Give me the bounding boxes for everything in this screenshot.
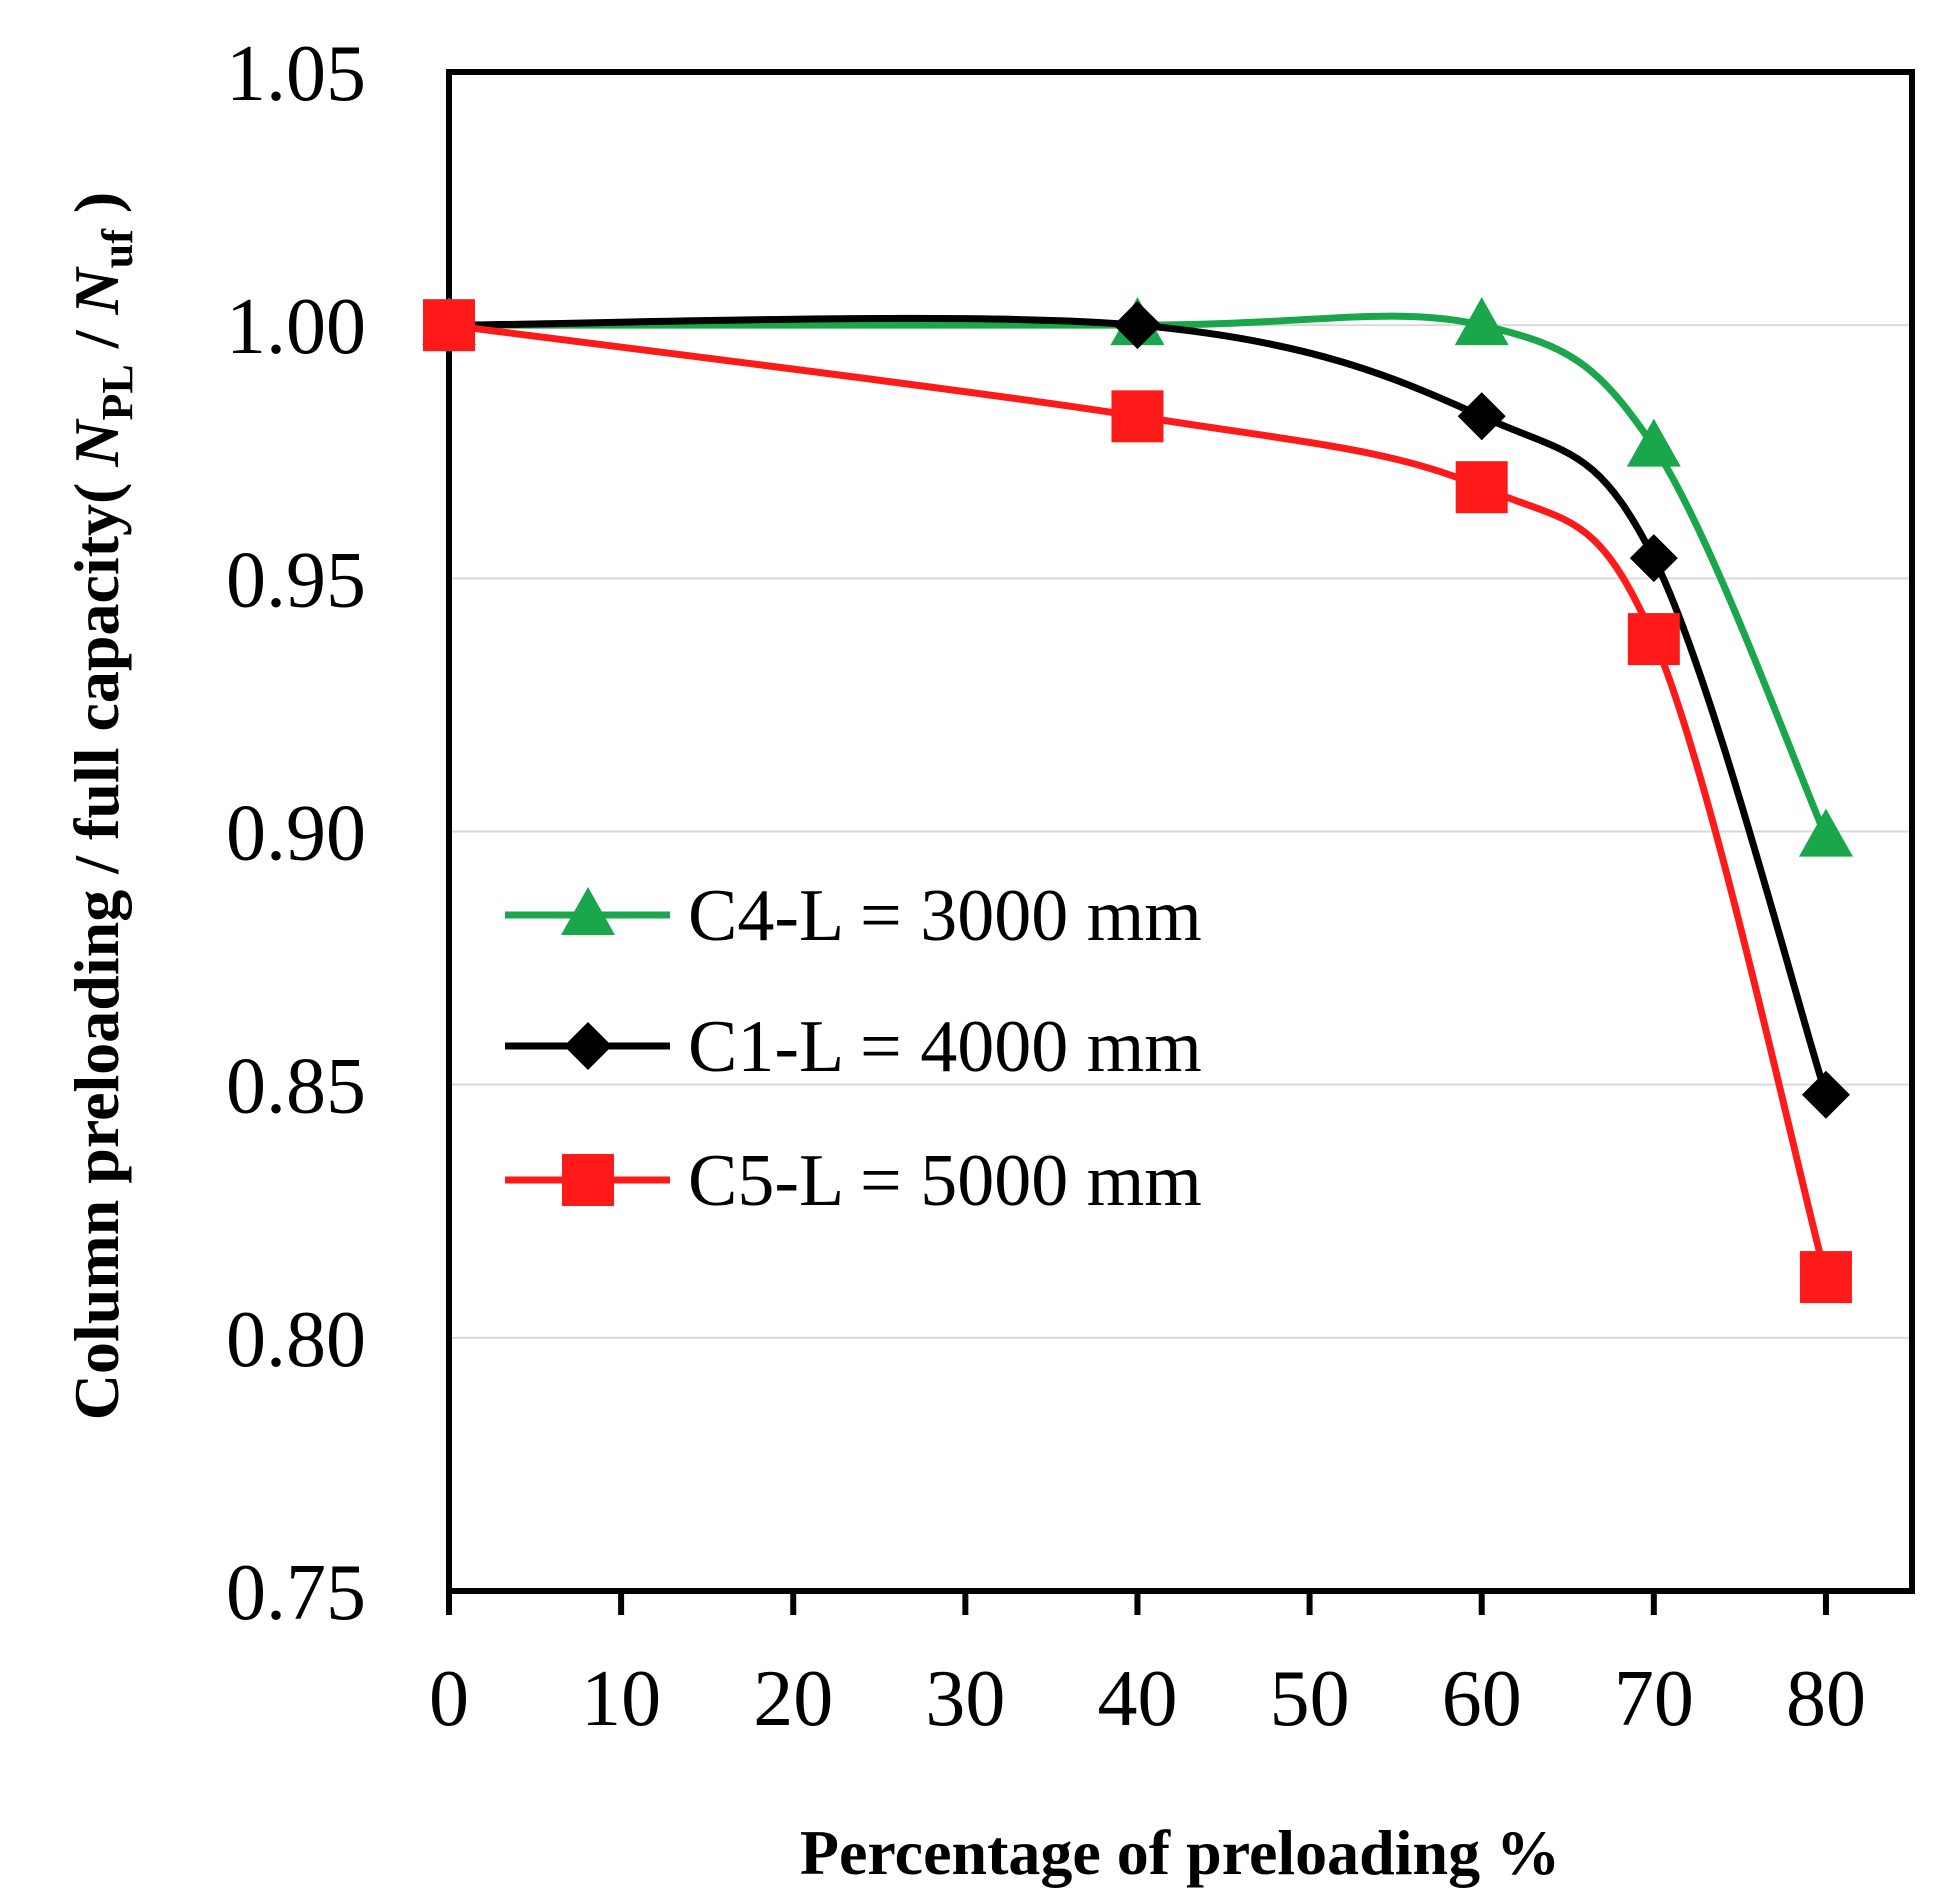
y-tick-label: 0.80 bbox=[226, 1296, 366, 1384]
data-point-square bbox=[1799, 1251, 1852, 1304]
y-axis-title: Column preloading / full capacity( NPL /… bbox=[61, 192, 142, 1420]
series-line bbox=[448, 321, 1830, 1278]
series-markers bbox=[422, 297, 1853, 1304]
x-tick-label: 10 bbox=[581, 1655, 661, 1743]
data-point-diamond bbox=[1457, 392, 1506, 441]
x-tick-label: 60 bbox=[1442, 1655, 1522, 1743]
y-tick-label: 0.95 bbox=[226, 536, 366, 624]
x-tick-label: 70 bbox=[1614, 1655, 1694, 1743]
data-point-square bbox=[1627, 613, 1680, 666]
legend-label: C1-L = 4000 mm bbox=[688, 1006, 1202, 1088]
series-line bbox=[448, 314, 1830, 1096]
legend-label: C4-L = 3000 mm bbox=[688, 875, 1202, 957]
x-tick-label: 30 bbox=[925, 1655, 1005, 1743]
legend-label: C5-L = 5000 mm bbox=[688, 1140, 1202, 1222]
x-tick-label: 50 bbox=[1270, 1655, 1350, 1743]
y-tick-label: 0.85 bbox=[226, 1043, 366, 1131]
data-point-square bbox=[1111, 390, 1164, 443]
x-axis-title: Percentage of preloading % bbox=[800, 1817, 1560, 1888]
data-point-square bbox=[1455, 461, 1508, 514]
legend-marker-triangle bbox=[561, 887, 615, 935]
x-tick-label: 40 bbox=[1097, 1655, 1177, 1743]
legend: C4-L = 3000 mm C1-L = 4000 mm C5-L = 5000 … bbox=[505, 875, 1202, 1222]
x-tick-label: 0 bbox=[429, 1655, 469, 1743]
data-point-diamond bbox=[1801, 1070, 1850, 1119]
series-line bbox=[448, 312, 1830, 838]
plot-frame bbox=[446, 69, 1915, 1594]
data-point-diamond bbox=[1629, 534, 1678, 583]
y-tick-labels: 0.75 0.80 0.85 0.90 0.95 1.00 1.05 bbox=[226, 30, 366, 1637]
legend-marker-diamond bbox=[564, 1022, 612, 1070]
legend-marker-square bbox=[562, 1154, 614, 1206]
x-tick-label: 20 bbox=[753, 1655, 833, 1743]
data-point-square bbox=[423, 299, 475, 352]
data-point-triangle bbox=[1626, 418, 1681, 467]
y-tick-label: 0.75 bbox=[226, 1549, 366, 1637]
y-tick-label: 0.90 bbox=[226, 790, 366, 878]
y-tick-label: 1.05 bbox=[226, 30, 366, 118]
x-axis: 0 10 20 30 40 50 60 70 80 bbox=[429, 1591, 1866, 1743]
x-tick-label: 80 bbox=[1786, 1655, 1866, 1743]
data-point-triangle bbox=[1454, 297, 1509, 346]
data-point-diamond bbox=[1113, 301, 1162, 350]
series-lines bbox=[448, 312, 1830, 1278]
y-tick-label: 1.00 bbox=[226, 283, 366, 371]
data-point-triangle bbox=[1798, 808, 1853, 857]
